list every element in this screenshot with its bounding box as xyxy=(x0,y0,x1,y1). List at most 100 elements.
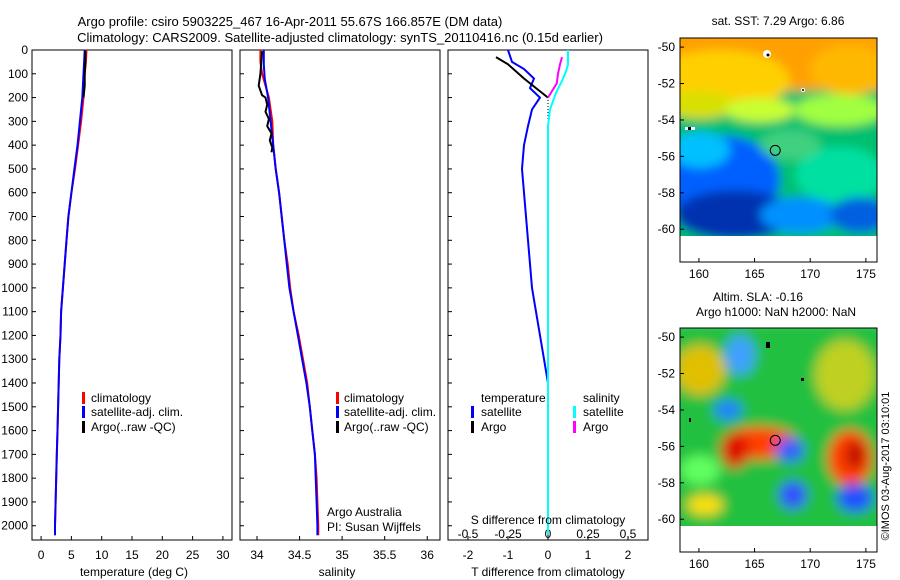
lon-tick-label: 175 xyxy=(856,267,876,281)
depth-tick-label: 1800 xyxy=(1,471,28,485)
legend-header-salinity: salinity xyxy=(583,391,620,405)
depth-tick-label: 1700 xyxy=(1,447,28,461)
legend-label-argo: Argo(..raw -QC) xyxy=(91,420,176,434)
legend-swatch-t-satellite xyxy=(471,406,474,418)
lon-tick-label: 170 xyxy=(800,267,820,281)
t-difference-label: T difference from climatology xyxy=(471,565,625,579)
depth-tick-label: 300 xyxy=(8,114,28,128)
island-marker xyxy=(688,127,691,130)
series-line-salinity_argo xyxy=(547,56,563,99)
sst-map-frame xyxy=(679,37,878,263)
depth-tick-label: 100 xyxy=(8,67,28,81)
temperature-tick-labels: 0 5 10 15 20 25 30 xyxy=(38,536,230,562)
lat-tick-label: -52 xyxy=(658,77,676,91)
sla-color-region xyxy=(837,484,873,512)
series-line-argo xyxy=(257,51,274,153)
lat-tick-label: -58 xyxy=(658,476,676,490)
series-line-argo xyxy=(495,56,549,99)
island-marker xyxy=(766,342,770,348)
salinity-legend: climatology satellite-adj. clim. Argo(..… xyxy=(336,391,436,434)
depth-tick-label: 1600 xyxy=(1,424,28,438)
sst-color-region xyxy=(680,132,730,168)
depth-tick-label: 1300 xyxy=(1,352,28,366)
legend-swatch-s-satellite xyxy=(573,406,576,418)
lon-tick-label: 170 xyxy=(800,557,820,571)
sla-map-frame xyxy=(679,327,878,553)
sst-map-ticks: 160 165 170 175 -50 -52 -54 -56 -58 -60 xyxy=(658,40,877,281)
x-tick-label: 5 xyxy=(68,548,75,562)
depth-tick-label: 600 xyxy=(8,186,28,200)
s-difference-label: S difference from climatology xyxy=(471,513,626,527)
lat-tick-label: -50 xyxy=(658,40,676,54)
sla-color-region xyxy=(680,345,725,395)
legend-label-s-satellite: satellite xyxy=(583,405,624,419)
legend-label-t-satellite: satellite xyxy=(481,405,522,419)
legend-swatch-satellite xyxy=(336,406,339,418)
x-tick-label: -2 xyxy=(463,548,474,562)
x-tick-label: 35.5 xyxy=(373,548,397,562)
temperature-x-label: temperature (deg C) xyxy=(80,565,188,579)
x-tick-label: 2 xyxy=(625,548,632,562)
sst-land-mask xyxy=(680,236,877,262)
series-line-argo xyxy=(82,51,87,98)
x-tick-label: 0 xyxy=(545,548,552,562)
x-tick-label: 25 xyxy=(186,548,200,562)
legend-header-temperature: temperature xyxy=(481,391,546,405)
sla-color-region xyxy=(687,495,723,515)
difference-panel: -2 -1 0 1 2 -0.5 -0.25 0 0.25 0.5 S difference f… xyxy=(447,49,649,579)
legend-label-argo: Argo(..raw -QC) xyxy=(344,420,429,434)
legend-swatch-argo xyxy=(336,421,339,433)
depth-tick-label: 1100 xyxy=(2,305,28,319)
x-tick-label: 0 xyxy=(38,548,45,562)
lat-tick-label: -50 xyxy=(658,330,676,344)
pi-annotation: PI: Susan Wijffels xyxy=(327,520,421,534)
sla-color-region xyxy=(776,438,804,462)
salinity-x-label: salinity xyxy=(319,565,356,579)
sla-map-ticks: 160 165 170 175 -50 -52 -54 -56 -58 -60 xyxy=(658,330,877,571)
lat-tick-label: -60 xyxy=(658,512,676,526)
island-marker xyxy=(802,89,804,91)
s-tick-label: 0.25 xyxy=(576,527,600,541)
lon-tick-label: 165 xyxy=(745,557,765,571)
series-line-climatology xyxy=(54,49,88,536)
legend-label-satellite: satellite-adj. clim. xyxy=(91,405,183,419)
x-tick-label: 20 xyxy=(156,548,170,562)
legend-swatch-satellite xyxy=(82,406,85,418)
copyright-watermark: ©IMOS 03-Aug-2017 03:10:01 xyxy=(880,392,892,541)
sst-color-region xyxy=(795,147,877,203)
sla-field xyxy=(680,328,877,526)
x-tick-label: 15 xyxy=(125,548,139,562)
sla-map-title-line2: Argo h1000: NaN h2000: NaN xyxy=(696,305,856,319)
sla-land-mask xyxy=(680,526,877,552)
series-line-satellite xyxy=(54,49,86,536)
sla-color-region xyxy=(845,441,865,469)
legend-swatch-climatology xyxy=(82,392,85,404)
lat-tick-label: -56 xyxy=(658,439,676,453)
s-tick-label: -0.5 xyxy=(458,527,479,541)
depth-tick-label: 1500 xyxy=(1,400,28,414)
island-marker xyxy=(801,378,804,381)
sst-color-region xyxy=(830,197,877,233)
sla-color-region xyxy=(779,481,807,509)
salinity-panel: 34 34.5 35 35.5 36 salinity climatology sate… xyxy=(239,49,441,579)
lat-tick-label: -54 xyxy=(658,113,676,127)
temperature-legend: climatology satellite-adj. clim. Argo(..… xyxy=(82,391,183,434)
lat-tick-label: -58 xyxy=(658,186,676,200)
legend-label-satellite: satellite-adj. clim. xyxy=(344,405,436,419)
legend-swatch-s-argo xyxy=(573,421,576,433)
institution-annotation: Argo Australia xyxy=(327,505,402,519)
sst-color-region xyxy=(760,130,820,160)
s-tick-label: 0.5 xyxy=(620,527,637,541)
x-tick-label: 36 xyxy=(421,548,435,562)
sla-map-panel: Altim. SLA: -0.16 Argo h1000: NaN h2000:… xyxy=(658,290,878,571)
island-marker xyxy=(766,53,770,57)
depth-tick-label: 1200 xyxy=(1,328,28,342)
x-tick-label: 35 xyxy=(335,548,349,562)
legend-swatch-argo xyxy=(82,421,85,433)
depth-tick-label: 900 xyxy=(8,257,28,271)
difference-series xyxy=(495,49,569,536)
lon-tick-label: 160 xyxy=(689,267,709,281)
depth-tick-label: 400 xyxy=(8,138,28,152)
sst-islands xyxy=(685,50,805,130)
